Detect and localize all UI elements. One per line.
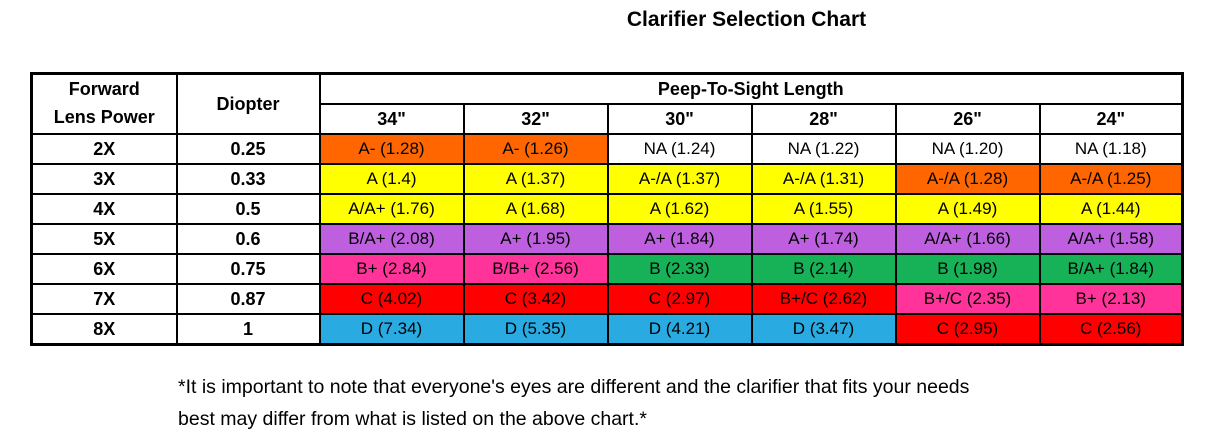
cell-clarifier-value: A-/A (1.25) (1038, 163, 1184, 195)
col-header-length-2: 30" (606, 103, 753, 135)
cell-clarifier-value: B/A+ (2.08) (318, 223, 465, 255)
cell-clarifier-value: D (4.21) (606, 313, 753, 346)
cell-clarifier-value: B+/C (2.35) (894, 283, 1041, 315)
col-header-diopter: Diopter (175, 72, 321, 135)
cell-clarifier-value: D (5.35) (462, 313, 609, 346)
cell-clarifier-value: A (1.37) (462, 163, 609, 195)
cell-clarifier-value: B/B+ (2.56) (462, 253, 609, 285)
cell-clarifier-value: A (1.55) (750, 193, 897, 225)
cell-diopter: 0.33 (175, 163, 321, 195)
cell-clarifier-value: B+ (2.84) (318, 253, 465, 285)
cell-clarifier-value: A-/A (1.37) (606, 163, 753, 195)
cell-clarifier-value: B+/C (2.62) (750, 283, 897, 315)
cell-clarifier-value: A-/A (1.28) (894, 163, 1041, 195)
cell-clarifier-value: C (3.42) (462, 283, 609, 315)
cell-clarifier-value: B/A+ (1.84) (1038, 253, 1184, 285)
cell-forward-lens-power: 5X (30, 223, 178, 255)
cell-clarifier-value: NA (1.24) (606, 133, 753, 165)
header-row-lengths: 34" 32" 30" 28" 26" 24" (32, 103, 1184, 135)
cell-clarifier-value: NA (1.20) (894, 133, 1041, 165)
cell-diopter: 1 (175, 313, 321, 346)
header-row-group: Forward Lens Power Diopter Peep-To-Sight… (30, 72, 1184, 135)
table-row: 5X 0.6 B/A+ (2.08) A+ (1.95) A+ (1.84) A+ (1.… (30, 223, 1184, 255)
cell-clarifier-value: A (1.49) (894, 193, 1041, 225)
cell-clarifier-value: A (1.4) (318, 163, 465, 195)
cell-clarifier-value: A-/A (1.31) (750, 163, 897, 195)
cell-clarifier-value: A (1.62) (606, 193, 753, 225)
col-header-length-1: 32" (462, 103, 609, 135)
table-row: 4X 0.5 A/A+ (1.76) A (1.68) A (1.62) A (1.55)… (30, 193, 1184, 225)
cell-forward-lens-power: 3X (30, 163, 178, 195)
cell-clarifier-value: B+ (2.13) (1038, 283, 1184, 315)
cell-clarifier-value: A/A+ (1.76) (318, 193, 465, 225)
table-row: 7X 0.87 C (4.02) C (3.42) C (2.97) B+/C (2.62… (30, 283, 1184, 315)
cell-clarifier-value: B (1.98) (894, 253, 1041, 285)
cell-forward-lens-power: 8X (30, 313, 178, 346)
clarifier-selection-table: Forward Lens Power Diopter Peep-To-Sight… (30, 72, 1184, 346)
cell-forward-lens-power: 6X (30, 253, 178, 285)
cell-clarifier-value: A+ (1.74) (750, 223, 897, 255)
cell-clarifier-value: A/A+ (1.58) (1038, 223, 1184, 255)
cell-diopter: 0.25 (175, 133, 321, 165)
col-header-length-3: 28" (750, 103, 897, 135)
cell-clarifier-value: A (1.68) (462, 193, 609, 225)
col-header-peep-to-sight-length: Peep-To-Sight Length (318, 72, 1184, 105)
cell-clarifier-value: A (1.44) (1038, 193, 1184, 225)
cell-forward-lens-power: 4X (30, 193, 178, 225)
cell-clarifier-value: A- (1.28) (318, 133, 465, 165)
table-row: 2X 0.25 A- (1.28) A- (1.26) NA (1.24) NA (1.2… (30, 133, 1184, 165)
cell-clarifier-value: NA (1.22) (750, 133, 897, 165)
footnote-line-1: *It is important to note that everyone's… (178, 376, 970, 398)
cell-diopter: 0.87 (175, 283, 321, 315)
cell-clarifier-value: A+ (1.84) (606, 223, 753, 255)
col-header-length-4: 26" (894, 103, 1041, 135)
cell-diopter: 0.6 (175, 223, 321, 255)
footnote-line-2: best may differ from what is listed on t… (178, 407, 647, 430)
cell-diopter: 0.5 (175, 193, 321, 225)
cell-clarifier-value: D (7.34) (318, 313, 465, 346)
cell-clarifier-value: C (4.02) (318, 283, 465, 315)
col-header-forward-lens-power-line2: Lens Power (53, 107, 155, 127)
cell-forward-lens-power: 2X (30, 133, 178, 165)
col-header-forward-lens-power: Forward Lens Power (30, 72, 178, 135)
cell-clarifier-value: A+ (1.95) (462, 223, 609, 255)
cell-clarifier-value: C (2.95) (894, 313, 1041, 346)
cell-clarifier-value: C (2.97) (606, 283, 753, 315)
col-header-length-0: 34" (318, 103, 465, 135)
cell-forward-lens-power: 7X (30, 283, 178, 315)
cell-diopter: 0.75 (175, 253, 321, 285)
cell-clarifier-value: NA (1.18) (1038, 133, 1184, 165)
table-row: 8X 1 D (7.34) D (5.35) D (4.21) D (3.47) C (2.… (30, 313, 1184, 346)
page-title: Clarifier Selection Chart (626, 8, 867, 31)
cell-clarifier-value: A/A+ (1.66) (894, 223, 1041, 255)
cell-clarifier-value: A- (1.26) (462, 133, 609, 165)
footnote: *It is important to note that everyone's… (178, 372, 969, 436)
table-row: 6X 0.75 B+ (2.84) B/B+ (2.56) B (2.33) B (2.1… (30, 253, 1184, 285)
col-header-length-5: 24" (1038, 103, 1184, 135)
table-row: 3X 0.33 A (1.4) A (1.37) A-/A (1.37) A-/A (1.… (30, 163, 1184, 195)
cell-clarifier-value: D (3.47) (750, 313, 897, 346)
cell-clarifier-value: C (2.56) (1038, 313, 1184, 346)
cell-clarifier-value: B (2.33) (606, 253, 753, 285)
cell-clarifier-value: B (2.14) (750, 253, 897, 285)
col-header-forward-lens-power-line1: Forward (68, 79, 140, 100)
